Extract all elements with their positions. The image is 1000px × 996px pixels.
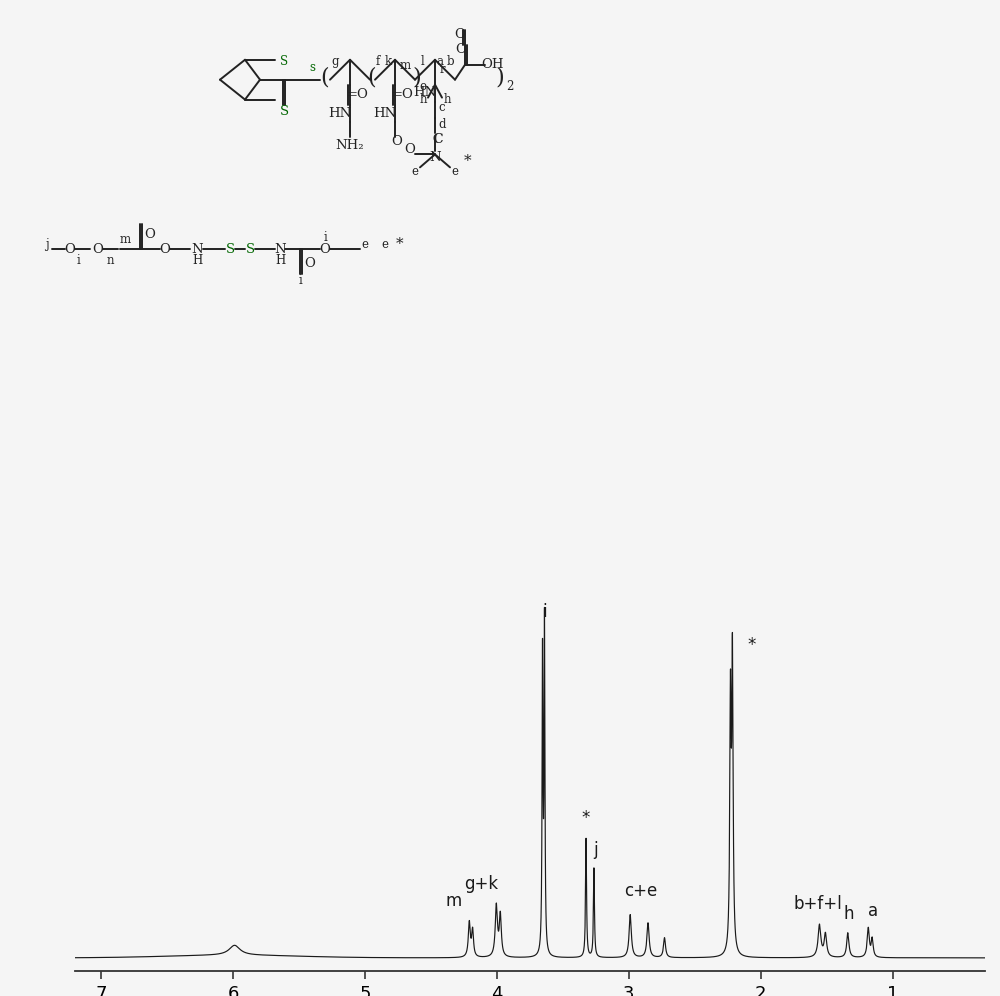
Text: b+f+l: b+f+l	[793, 895, 842, 913]
Text: HN: HN	[328, 107, 352, 121]
Text: a: a	[436, 55, 444, 69]
Text: H: H	[275, 254, 285, 268]
Text: ): )	[496, 67, 504, 89]
Text: O: O	[455, 28, 465, 42]
Text: g: g	[331, 55, 339, 69]
Text: N: N	[429, 150, 441, 164]
Text: m: m	[399, 59, 411, 73]
Text: a: a	[868, 901, 878, 920]
Text: H: H	[192, 254, 202, 268]
Text: i: i	[298, 274, 302, 288]
Text: b: b	[446, 55, 454, 69]
Text: *: *	[581, 810, 590, 828]
Text: O: O	[65, 242, 75, 256]
Text: m: m	[119, 232, 131, 246]
Text: h: h	[443, 93, 451, 107]
Text: g+k: g+k	[464, 875, 498, 893]
Text: *: *	[464, 154, 472, 168]
Text: m: m	[445, 892, 461, 910]
Text: f: f	[376, 55, 380, 69]
Text: ): )	[413, 67, 421, 89]
Text: S: S	[279, 105, 289, 119]
Text: O: O	[305, 257, 315, 271]
Text: i: i	[76, 254, 80, 268]
Text: r: r	[439, 63, 445, 77]
Text: c+e: c+e	[624, 882, 657, 900]
Text: O: O	[405, 142, 415, 156]
Text: C: C	[433, 132, 443, 146]
Text: h: h	[419, 93, 427, 107]
Text: o: o	[419, 80, 427, 94]
Text: HN: HN	[373, 107, 397, 121]
Text: l: l	[421, 55, 425, 69]
Text: 2: 2	[506, 80, 514, 94]
Text: n: n	[106, 254, 114, 268]
Text: i: i	[323, 230, 327, 244]
Text: =O: =O	[347, 88, 369, 102]
Text: e: e	[382, 237, 388, 251]
Text: h: h	[844, 905, 854, 923]
Text: (: (	[368, 67, 376, 89]
Text: (: (	[321, 67, 329, 89]
Text: O: O	[145, 227, 155, 241]
Text: s: s	[309, 61, 315, 75]
Text: NH₂: NH₂	[336, 138, 364, 152]
Text: HN: HN	[413, 86, 437, 100]
Text: d: d	[438, 118, 446, 131]
Text: N: N	[274, 242, 286, 256]
Text: O: O	[160, 242, 170, 256]
Text: O: O	[93, 242, 103, 256]
Text: e: e	[412, 164, 418, 178]
Text: e: e	[362, 237, 368, 251]
Text: O: O	[456, 43, 466, 57]
Text: i: i	[542, 603, 547, 621]
Text: j: j	[593, 841, 598, 859]
Text: =O: =O	[392, 88, 414, 102]
Text: S: S	[280, 55, 288, 69]
Text: OH: OH	[481, 58, 503, 72]
Text: N: N	[191, 242, 203, 256]
Text: O: O	[392, 134, 402, 148]
Text: S: S	[245, 242, 255, 256]
Text: c: c	[439, 101, 445, 115]
Text: *: *	[747, 635, 756, 653]
Text: O: O	[320, 242, 330, 256]
Text: e: e	[452, 164, 458, 178]
Text: *: *	[396, 237, 404, 251]
Text: j: j	[45, 237, 49, 251]
Text: k: k	[384, 55, 392, 69]
Text: S: S	[225, 242, 235, 256]
Text: ppm: ppm	[996, 994, 1000, 996]
